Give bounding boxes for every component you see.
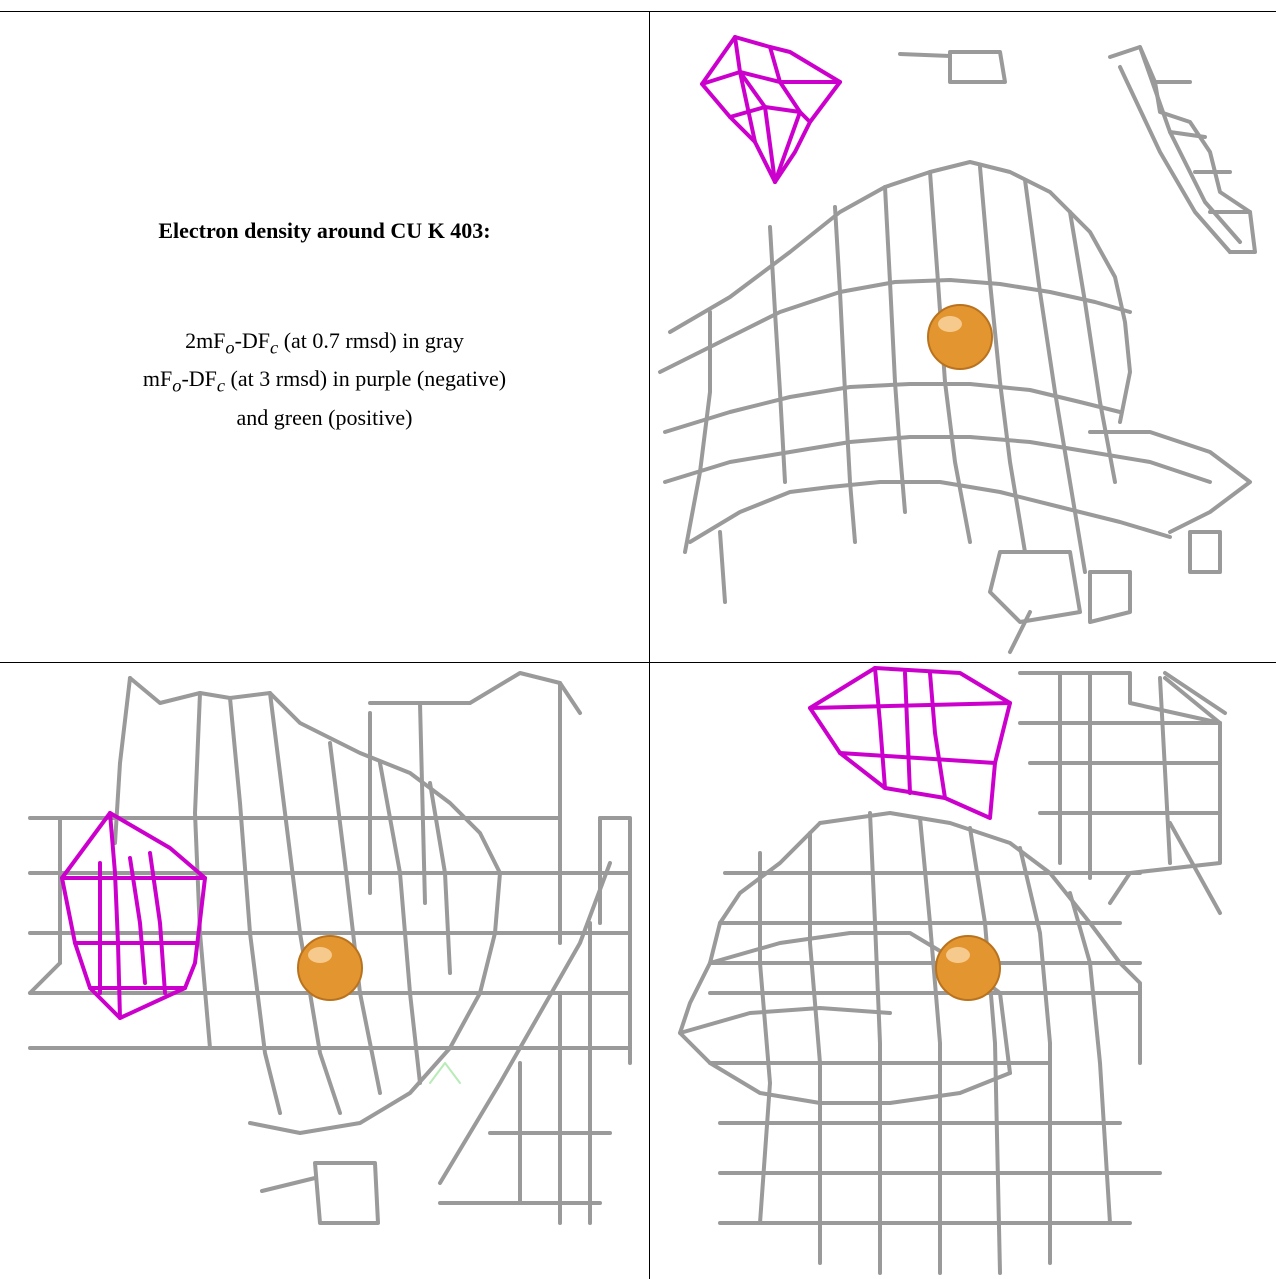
- grid-horizontal-divider: [0, 662, 1276, 663]
- mesh-negative: [60, 811, 207, 1020]
- cu-atom: [927, 304, 993, 370]
- caption-title: Electron density around CU K 403:: [158, 218, 491, 243]
- density-view-2-svg: [28, 671, 632, 1225]
- mesh-2fofc: [28, 671, 632, 1225]
- mesh-2fofc: [658, 45, 1257, 654]
- legend-line-positive: and green (positive): [236, 404, 413, 430]
- mesh-negative: [808, 666, 1012, 820]
- density-view-3-svg: [678, 666, 1227, 1275]
- legend-line-fofc: mFo-DFc (at 3 rmsd) in purple (negative): [142, 366, 507, 396]
- caption-cell: Electron density around CU K 403: 2mFo-D…: [0, 12, 649, 662]
- caption-legend: 2mFo-DFc (at 0.7 rmsd) in gray mFo-DFc (…: [0, 325, 649, 434]
- mesh-positive: [429, 1062, 461, 1084]
- grid-vertical-divider: [649, 11, 650, 1279]
- mesh-negative: [700, 35, 842, 184]
- legend-line-2fofc: 2mFo-DFc (at 0.7 rmsd) in gray: [185, 328, 464, 358]
- density-view-1-svg: [658, 35, 1257, 654]
- density-view-2: [0, 663, 649, 1279]
- cu-atom: [297, 935, 363, 1001]
- density-view-3: [650, 663, 1276, 1279]
- grid-top-border: [0, 11, 1276, 12]
- mesh-2fofc: [678, 671, 1227, 1275]
- density-view-1: [650, 12, 1276, 662]
- cu-atom: [935, 935, 1001, 1001]
